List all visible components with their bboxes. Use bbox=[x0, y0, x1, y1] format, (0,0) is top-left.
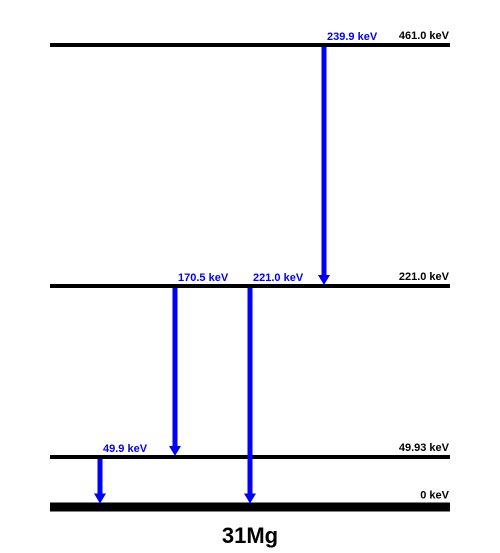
levels-group: 461.0 keV 221.0 keV 49.93 keV 0 keV bbox=[50, 30, 450, 512]
gamma-energy-label: 49.9 keV bbox=[103, 443, 148, 455]
gamma-transition: 239.9 keV bbox=[318, 31, 378, 285]
nucleus-title: 31Mg bbox=[222, 523, 278, 548]
gamma-energy-label: 239.9 keV bbox=[327, 31, 378, 43]
level-energy-label: 221.0 keV bbox=[399, 271, 450, 283]
gamma-arrow-head bbox=[244, 493, 256, 504]
gamma-arrow-head bbox=[169, 446, 181, 456]
gamma-arrow-head bbox=[318, 275, 330, 285]
transitions-group: 239.9 keV 170.5 keV 221.0 keV 49.9 keV bbox=[94, 31, 378, 504]
level-energy-label: 49.93 keV bbox=[399, 442, 450, 454]
gamma-transition: 170.5 keV bbox=[169, 272, 229, 456]
gamma-arrow-head bbox=[94, 493, 106, 504]
gamma-transition: 221.0 keV bbox=[244, 272, 304, 504]
gamma-energy-label: 221.0 keV bbox=[253, 272, 304, 284]
gamma-energy-label: 170.5 keV bbox=[178, 272, 229, 284]
level-energy-label: 461.0 keV bbox=[399, 30, 450, 42]
gamma-transition: 49.9 keV bbox=[94, 443, 148, 504]
level-energy-label: 0 keV bbox=[420, 490, 449, 502]
